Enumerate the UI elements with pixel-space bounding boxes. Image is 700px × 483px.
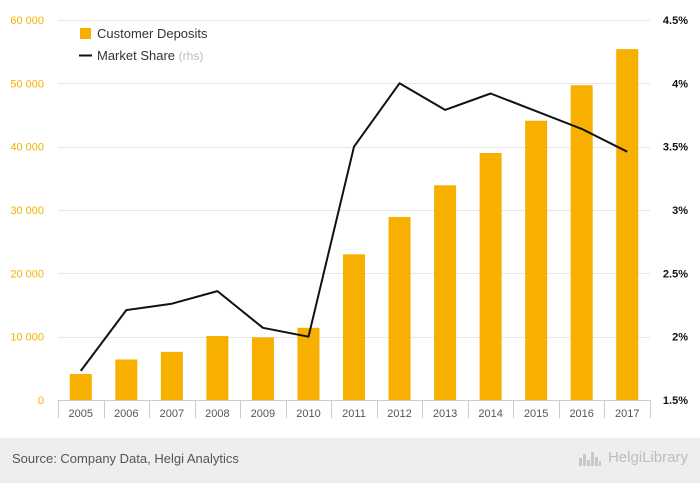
bar-2014 — [479, 153, 502, 400]
bar-2012 — [388, 216, 411, 400]
bar-2007 — [160, 351, 183, 400]
bar-2016 — [570, 85, 593, 400]
bar-2008 — [206, 336, 229, 400]
x-tick-label: 2007 — [160, 408, 184, 420]
x-tick-label: 2014 — [478, 408, 502, 420]
bar-2010 — [297, 327, 320, 400]
bar-2005 — [69, 374, 92, 400]
bar-2017 — [616, 49, 639, 401]
y-left-tick-label: 50 000 — [10, 78, 44, 90]
x-tick-label: 2015 — [524, 408, 548, 420]
y-right-tick-label: 2.5% — [663, 268, 688, 280]
y-left-tick-label: 60 000 — [10, 15, 44, 27]
market-share-line — [79, 82, 628, 372]
x-tick-label: 2016 — [569, 408, 593, 420]
y-axis-right: 1.5% 2% 2.5% 3% 3.5% 4% 4.5% — [663, 15, 688, 407]
x-tick-label: 2017 — [615, 408, 639, 420]
x-tick-label: 2005 — [69, 408, 93, 420]
y-right-tick-label: 2% — [672, 332, 688, 344]
bars — [69, 49, 639, 401]
x-tick-label: 2012 — [387, 408, 411, 420]
y-axis-left: 0 10 000 20 000 30 000 40 000 50 000 60 000 — [10, 15, 44, 407]
x-tick-label: 2006 — [114, 408, 138, 420]
y-left-tick-label: 30 000 — [10, 205, 44, 217]
footer: Source: Company Data, Helgi Analytics He… — [0, 438, 700, 483]
legend-label-suffix: (rhs) — [179, 49, 204, 63]
x-tick-label: 2010 — [296, 408, 320, 420]
x-tick-label: 2011 — [342, 408, 366, 420]
x-tick-label: 2013 — [433, 408, 457, 420]
chart-svg: 2005 2006 2007 2008 2009 2010 2011 2012 2013 2014… — [10, 15, 688, 420]
market-share-line-group — [79, 82, 628, 372]
legend-label-deposits: Customer Deposits — [97, 26, 208, 41]
legend-label-market-share: Market Share (rhs) — [97, 48, 203, 63]
y-right-tick-label: 3.5% — [663, 142, 688, 154]
bar-2013 — [434, 185, 457, 400]
y-right-tick-label: 1.5% — [663, 395, 688, 407]
x-tick-label: 2008 — [205, 408, 229, 420]
y-left-tick-label: 40 000 — [10, 142, 44, 154]
bar-2015 — [525, 120, 548, 400]
bar-2009 — [251, 337, 274, 400]
y-right-tick-label: 4.5% — [663, 15, 688, 27]
y-right-tick-label: 3% — [672, 205, 688, 217]
x-axis: 2005 2006 2007 2008 2009 2010 2011 2012 2013 2014… — [58, 400, 651, 420]
y-left-tick-label: 0 — [38, 395, 44, 407]
bar-2011 — [343, 254, 365, 400]
legend: Customer Deposits Market Share (rhs) — [79, 26, 208, 63]
brand: HelgiLibrary — [578, 449, 688, 466]
source-text: Source: Company Data, Helgi Analytics — [12, 451, 239, 466]
y-left-tick-label: 20 000 — [10, 268, 44, 280]
city-skyline-icon — [578, 451, 601, 466]
bar-2006 — [115, 359, 138, 400]
brand-name: HelgiLibrary — [607, 449, 688, 466]
y-right-tick-label: 4% — [672, 78, 688, 90]
legend-swatch-deposits — [80, 28, 91, 39]
x-tick-label: 2009 — [251, 408, 275, 420]
y-left-tick-label: 10 000 — [10, 332, 44, 344]
gridlines — [58, 20, 650, 338]
